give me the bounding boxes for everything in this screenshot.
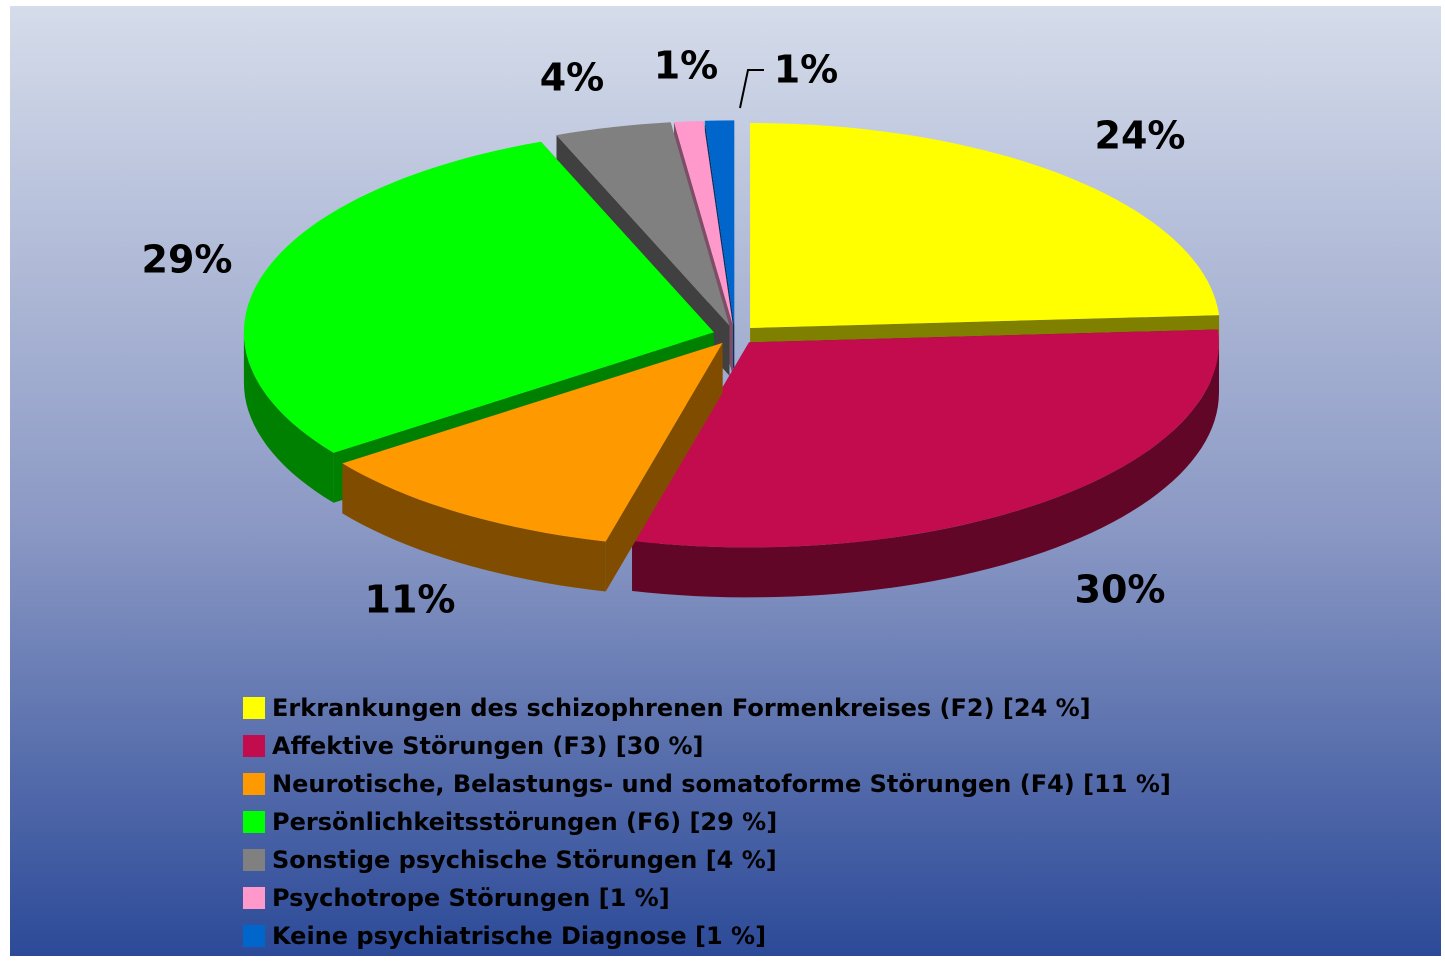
legend-swatch: [243, 811, 265, 833]
slice-side: [243, 332, 334, 503]
legend-swatch: [243, 887, 265, 909]
data-label: 4%: [540, 56, 605, 100]
slice-wall: [605, 342, 723, 592]
leader-line: [739, 69, 764, 109]
slice-side: [342, 463, 606, 592]
legend-swatch: [243, 697, 265, 719]
legend-label: Persönlichkeitsstörungen (F6) [29 %]: [272, 808, 777, 836]
slice: [556, 122, 730, 326]
data-label: 30%: [1075, 568, 1166, 612]
slice: [674, 120, 733, 326]
slice: [704, 120, 735, 326]
data-label: 29%: [142, 238, 233, 282]
legend-label: Affektive Störungen (F3) [30 %]: [272, 732, 704, 760]
data-label: 1%: [654, 44, 719, 88]
data-label: 11%: [365, 578, 456, 622]
slice: [632, 329, 1219, 548]
legend: Erkrankungen des schizophrenen Formenkre…: [243, 694, 1171, 950]
legend-label: Sonstige psychische Störungen [4 %]: [272, 846, 777, 874]
legend-swatch: [243, 773, 265, 795]
slice-side: [632, 342, 1219, 598]
legend-swatch: [243, 735, 265, 757]
pie: [243, 120, 1220, 598]
legend-label: Erkrankungen des schizophrenen Formenkre…: [272, 694, 1091, 722]
slice: [750, 123, 1220, 328]
data-labels: 24% 30% 11% 29% 4% 1% 1%: [142, 44, 1186, 622]
slice: [243, 141, 714, 453]
data-label: 1%: [774, 48, 839, 92]
legend-swatch: [243, 925, 265, 947]
legend-label: Psychotrope Störungen [1 %]: [272, 884, 670, 912]
legend-label: Keine psychiatrische Diagnose [1 %]: [272, 922, 766, 950]
slice: [342, 342, 723, 542]
legend-swatch: [243, 849, 265, 871]
legend-label: Neurotische, Belastungs- und somatoforme…: [272, 770, 1171, 798]
data-label: 24%: [1095, 114, 1186, 158]
